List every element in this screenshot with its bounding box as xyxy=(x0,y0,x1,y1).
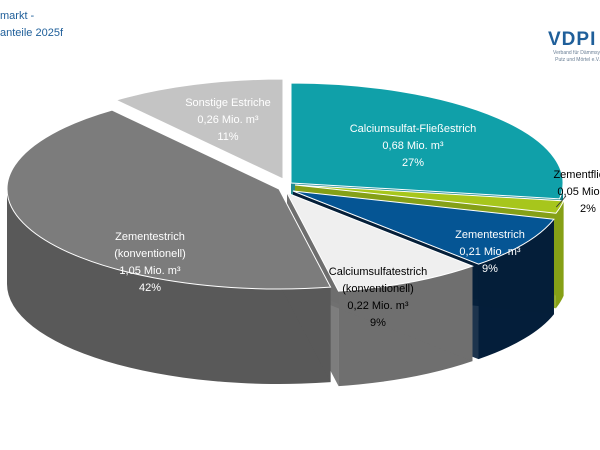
pie-slice xyxy=(292,190,555,265)
slice-percent: 2% xyxy=(580,203,596,215)
logo-subtitle-1: Verband für Dämmsy xyxy=(553,50,600,56)
slice-name: Sonstige Estriche xyxy=(185,97,271,109)
pie-slices xyxy=(6,78,565,292)
slice-name: (konventionell) xyxy=(114,248,186,260)
slice-percent: 27% xyxy=(402,157,424,169)
slice-value: 0,22 Mio. m³ xyxy=(347,300,408,312)
vdpm-logo: VDPI Verband für Dämmsy Putz und Mörtel … xyxy=(548,30,600,64)
chart-title-line-1: markt - xyxy=(0,10,35,22)
slice-name: Zementestrich xyxy=(455,229,525,241)
slice-value: 0,26 Mio. m³ xyxy=(197,114,258,126)
slice-name: (konventionell) xyxy=(342,283,414,295)
pie-labels: Calciumsulfat-Fließestrich 0,68 Mio. m³ 27… xyxy=(114,97,600,329)
pie-slice xyxy=(6,109,332,290)
pie-slice-side xyxy=(7,189,331,384)
slice-label: Zementfließ… 0,05 Mio. m³ 2% xyxy=(553,169,600,215)
slice-label: Calciumsulfat-Fließestrich 0,68 Mio. m³ 27… xyxy=(350,123,477,169)
slice-percent: 11% xyxy=(217,131,238,143)
slice-name: Zementestrich xyxy=(115,231,185,243)
slice-label: Sonstige Estriche 0,26 Mio. m³ 11% xyxy=(185,97,271,143)
slice-value: 0,05 Mio. m³ xyxy=(557,186,600,198)
pie-slice xyxy=(294,184,565,214)
chart-title: markt - anteile 2025f xyxy=(0,8,63,42)
slice-name: Calciumsulfat-Fließestrich xyxy=(350,123,477,135)
slice-percent: 9% xyxy=(370,317,386,329)
slice-value: 0,68 Mio. m³ xyxy=(382,140,443,152)
slice-percent: 9% xyxy=(482,263,498,275)
slice-label: Zementestrich (konventionell) 1,05 Mio. m³… xyxy=(114,231,186,294)
leader-line xyxy=(555,195,567,208)
slice-percent: 42% xyxy=(139,282,161,294)
slice-value: 0,21 Mio. m³ xyxy=(459,246,520,258)
pie-slice xyxy=(114,78,284,180)
pie-slice xyxy=(290,82,564,200)
logo-subtitle-2: Putz und Mörtel e.V. xyxy=(555,57,600,63)
pie-slice xyxy=(285,192,474,292)
chart-title-line-2: anteile 2025f xyxy=(0,27,63,39)
slice-value: 1,05 Mio. m³ xyxy=(119,265,180,277)
slice-name: Zementfließ… xyxy=(553,169,600,181)
slice-label: Calciumsulfatestrich (konventionell) 0,22 … xyxy=(329,266,427,329)
slice-label: Zementestrich 0,21 Mio. m³ 9% xyxy=(455,229,525,275)
slice-name: Calciumsulfatestrich xyxy=(329,266,427,278)
logo-wordmark: VDPI xyxy=(548,29,597,50)
